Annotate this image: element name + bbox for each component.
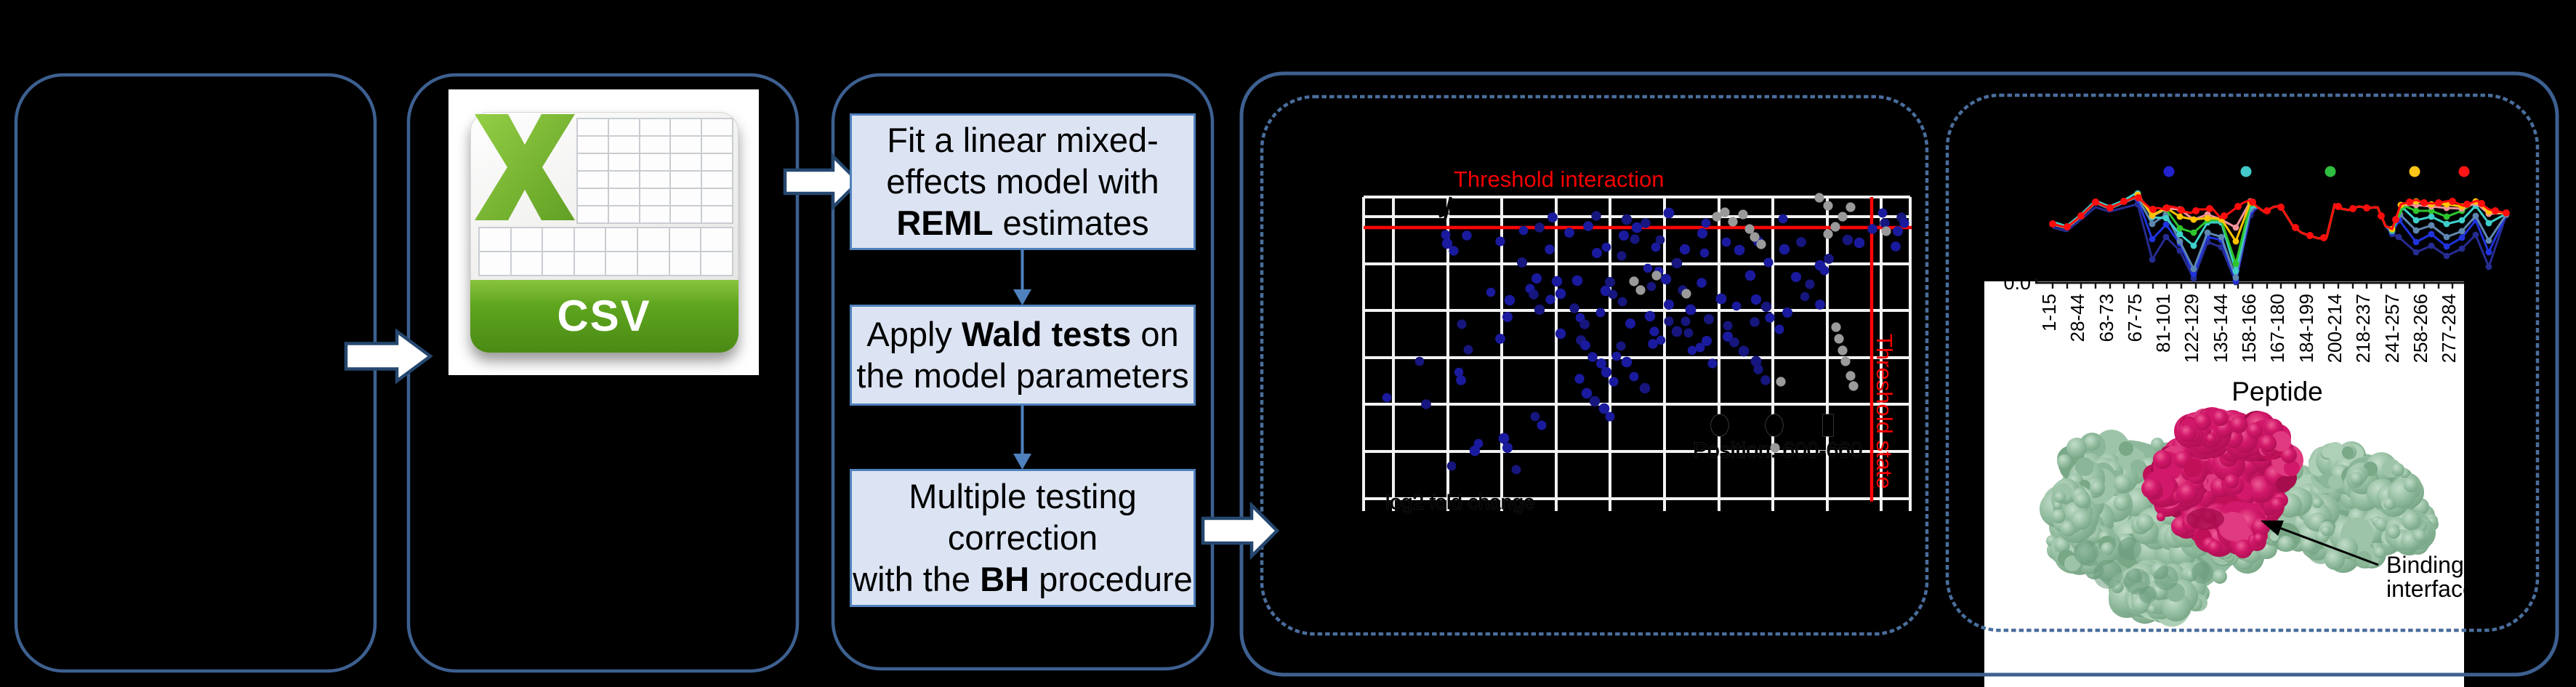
svg-text:122-129: 122-129 bbox=[2181, 294, 2202, 363]
svg-text:Binding: Binding bbox=[2386, 552, 2464, 578]
svg-text:1-15: 1-15 bbox=[2038, 294, 2060, 332]
svg-text:258-266: 258-266 bbox=[2410, 294, 2431, 363]
svg-text:log2 fold change: log2 fold change bbox=[1385, 491, 1535, 513]
svg-text:200-214: 200-214 bbox=[2324, 294, 2346, 363]
svg-text:184-199: 184-199 bbox=[2295, 294, 2317, 363]
svg-text:241-257: 241-257 bbox=[2381, 294, 2403, 363]
svg-text:218-237: 218-237 bbox=[2352, 294, 2374, 363]
svg-text:interface: interface bbox=[2386, 576, 2476, 602]
svg-text:Peptide: Peptide bbox=[2231, 377, 2323, 406]
svg-text:28-44: 28-44 bbox=[2066, 294, 2088, 342]
svg-text:Threshold interaction: Threshold interaction bbox=[1454, 166, 1665, 192]
svg-text:81-101: 81-101 bbox=[2152, 294, 2174, 353]
svg-text:CSV: CSV bbox=[557, 292, 651, 340]
svg-text:135-144: 135-144 bbox=[2210, 294, 2231, 363]
svg-text:167-180: 167-180 bbox=[2266, 294, 2288, 363]
svg-text:67-75: 67-75 bbox=[2124, 294, 2146, 342]
svg-text:63-73: 63-73 bbox=[2096, 294, 2117, 342]
svg-text:Threshold state: Threshold state bbox=[1872, 334, 1897, 489]
svg-text:0.0: 0.0 bbox=[2003, 272, 2031, 294]
svg-text:277-284: 277-284 bbox=[2438, 294, 2460, 363]
svg-text:158-166: 158-166 bbox=[2238, 294, 2260, 363]
